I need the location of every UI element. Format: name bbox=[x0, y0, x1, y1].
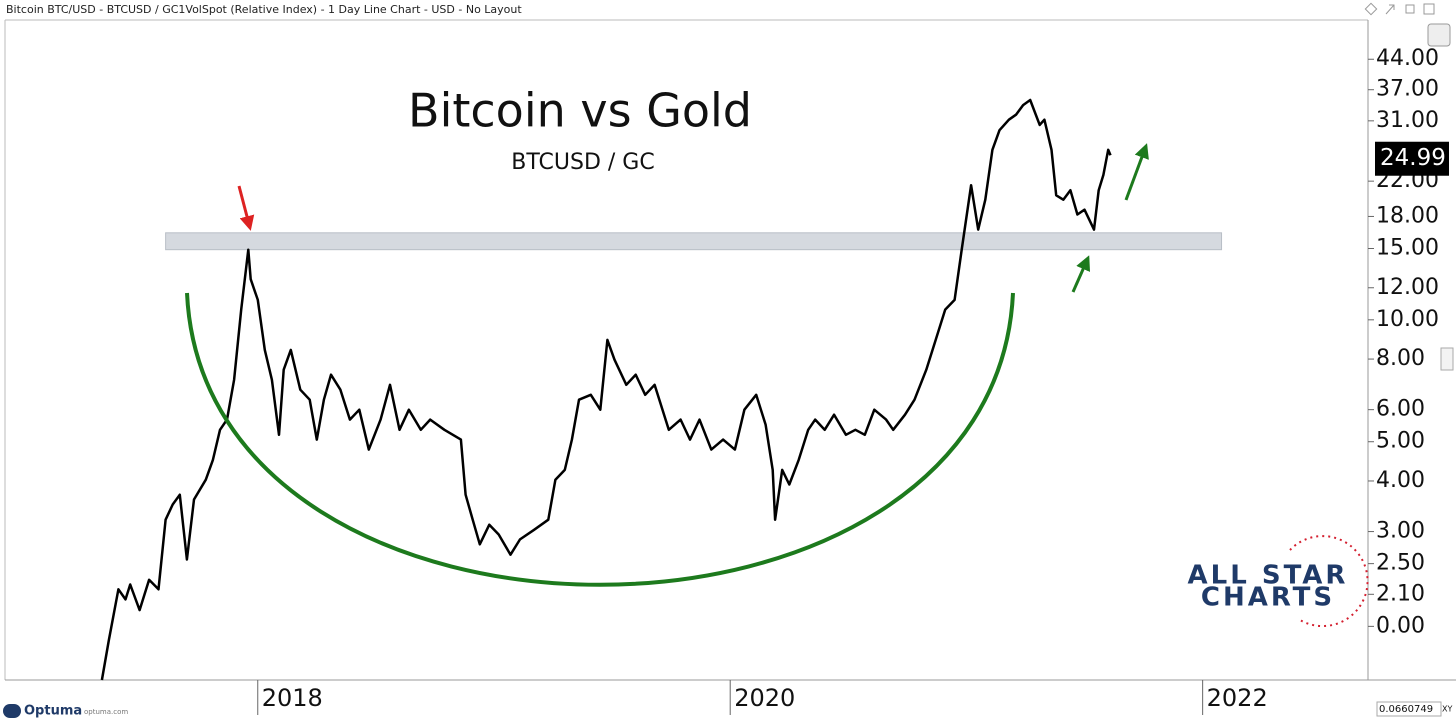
y-tick-label: 2.50 bbox=[1376, 551, 1425, 576]
price-line bbox=[100, 98, 1112, 681]
plot-area bbox=[100, 98, 1223, 681]
y-tick-label: 3.00 bbox=[1376, 519, 1425, 544]
x-tick-label: 2022 bbox=[1207, 684, 1268, 712]
rounding-bottom-arc bbox=[185, 292, 1015, 587]
logo: ALL STAR CHARTS bbox=[1188, 535, 1369, 628]
last-value-label: 24.99 bbox=[1380, 145, 1446, 171]
x-tick-label: 2020 bbox=[734, 684, 795, 712]
logo-text: ALL STAR bbox=[1188, 561, 1349, 591]
y-tick-label: 6.00 bbox=[1376, 397, 1425, 422]
chart-subtitle: BTCUSD / GC bbox=[511, 150, 654, 175]
y-tick-label: 15.00 bbox=[1376, 236, 1439, 261]
y-tick-label: 4.00 bbox=[1376, 468, 1425, 493]
logo-text: CHARTS bbox=[1201, 583, 1335, 613]
y-tick-label: 37.00 bbox=[1376, 77, 1439, 102]
chart-title: Bitcoin vs Gold bbox=[408, 84, 752, 138]
readout-box bbox=[1376, 701, 1442, 717]
y-tick-label: 8.00 bbox=[1376, 346, 1425, 371]
last-value-box bbox=[1375, 141, 1449, 176]
readout: 0.0660749 bbox=[1379, 704, 1433, 715]
optuma-icon bbox=[3, 704, 21, 718]
up-arrow bbox=[1124, 143, 1149, 201]
retest-arrow bbox=[1071, 255, 1091, 293]
y-tick-label: 31.00 bbox=[1376, 108, 1439, 133]
y-tick-label: 44.00 bbox=[1376, 46, 1439, 71]
y-tick-label: 12.00 bbox=[1376, 275, 1439, 300]
peak-arrow bbox=[237, 185, 255, 231]
lock-icon[interactable] bbox=[1427, 23, 1451, 47]
x-tick-label: 2018 bbox=[262, 684, 323, 712]
y-tick-label: 18.00 bbox=[1376, 203, 1439, 228]
resistance-zone bbox=[165, 232, 1223, 251]
window-icons bbox=[1364, 2, 1435, 16]
y-tick-label: 0.00 bbox=[1376, 613, 1425, 638]
header-text: Bitcoin BTC/USD - BTCUSD / GC1VolSpot (R… bbox=[6, 3, 522, 16]
collapse-handle[interactable] bbox=[1440, 347, 1454, 371]
brand-site: optuma.com bbox=[84, 708, 128, 716]
y-tick-label: 5.00 bbox=[1376, 429, 1425, 454]
y-tick-label: 10.00 bbox=[1376, 307, 1439, 332]
y-tick-label: 2.10 bbox=[1376, 581, 1425, 606]
brand: Optuma bbox=[24, 704, 82, 719]
mode[interactable]: XY bbox=[1442, 705, 1452, 714]
